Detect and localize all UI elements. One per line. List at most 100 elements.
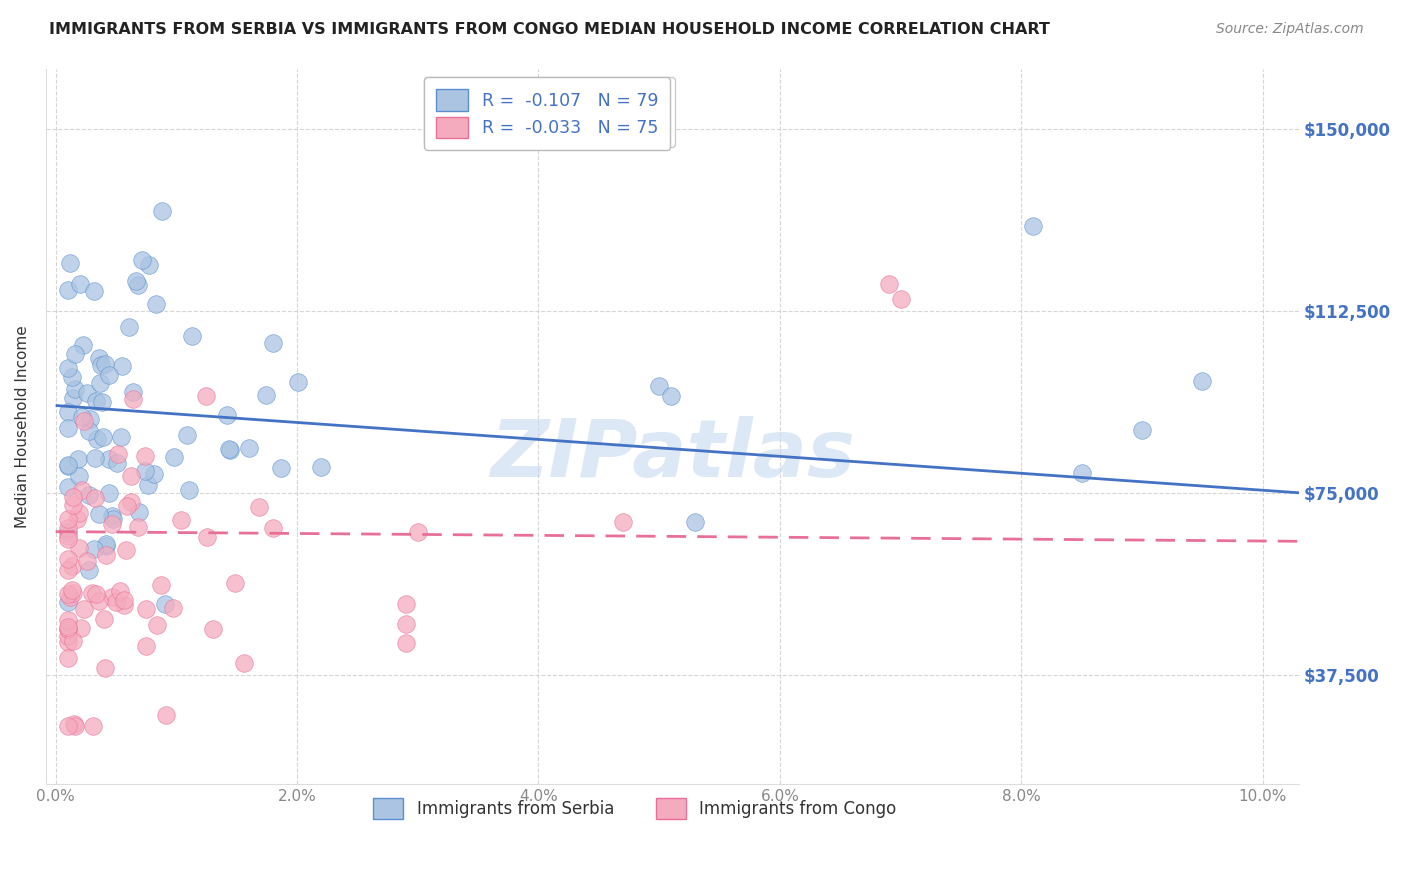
Text: Source: ZipAtlas.com: Source: ZipAtlas.com [1216, 22, 1364, 37]
Point [195, 530, 218, 544]
Point [56, 458, 79, 473]
Point [79, 424, 101, 438]
Text: ZIPatlas: ZIPatlas [491, 416, 855, 494]
Point [135, 640, 157, 654]
Point [247, 500, 270, 514]
Point [59, 256, 82, 270]
Point [62, 391, 84, 405]
Point [262, 521, 284, 535]
Point [98, 485, 121, 500]
Point [659, 389, 682, 403]
Point [270, 460, 292, 475]
Point [135, 602, 157, 616]
Point [112, 592, 135, 607]
Point [56, 629, 79, 643]
Point [114, 543, 136, 558]
Point [62, 499, 84, 513]
Point [201, 622, 224, 636]
Point [177, 483, 200, 497]
Point [648, 379, 671, 393]
Point [1022, 219, 1045, 233]
Point [162, 450, 184, 465]
Point [100, 517, 122, 532]
Text: IMMIGRANTS FROM SERBIA VS IMMIGRANTS FROM CONGO MEDIAN HOUSEHOLD INCOME CORRELAT: IMMIGRANTS FROM SERBIA VS IMMIGRANTS FRO… [49, 22, 1050, 37]
Point [150, 203, 173, 218]
Point [122, 384, 145, 399]
Point [94, 537, 117, 551]
Point [66, 512, 89, 526]
Point [155, 597, 177, 611]
Point [83, 542, 105, 557]
Point [155, 708, 177, 723]
Point [195, 389, 218, 403]
Point [56, 623, 79, 637]
Point [162, 600, 184, 615]
Point [134, 449, 156, 463]
Point [56, 420, 79, 434]
Point [56, 635, 79, 649]
Point [93, 612, 115, 626]
Point [56, 620, 79, 634]
Point [67, 506, 90, 520]
Point [103, 512, 125, 526]
Point [56, 521, 79, 535]
Point [136, 478, 159, 492]
Point [60, 558, 83, 573]
Point [120, 468, 142, 483]
Point [117, 320, 139, 334]
Point [98, 368, 121, 382]
Point [1130, 423, 1153, 437]
Point [395, 597, 418, 611]
Point [93, 357, 115, 371]
Point [90, 358, 112, 372]
Point [287, 376, 309, 390]
Point [67, 451, 90, 466]
Point [56, 405, 79, 419]
Point [93, 661, 115, 675]
Point [56, 622, 79, 636]
Point [56, 480, 79, 494]
Point [100, 509, 122, 524]
Point [72, 338, 94, 352]
Point [131, 253, 153, 268]
Point [134, 464, 156, 478]
Point [146, 618, 169, 632]
Point [79, 412, 101, 426]
Point [262, 336, 284, 351]
Point [149, 577, 172, 591]
Point [89, 507, 111, 521]
Point [104, 594, 127, 608]
Point [73, 601, 96, 615]
Point [67, 541, 90, 556]
Y-axis label: Median Household Income: Median Household Income [15, 325, 30, 527]
Point [77, 488, 100, 502]
Point [63, 383, 86, 397]
Point [72, 410, 94, 425]
Point [56, 529, 79, 543]
Point [76, 554, 98, 568]
Point [122, 392, 145, 407]
Point [142, 467, 165, 482]
Point [56, 587, 79, 601]
Point [56, 512, 79, 526]
Point [84, 450, 107, 465]
Point [60, 369, 83, 384]
Point [1070, 467, 1092, 481]
Point [73, 414, 96, 428]
Point [217, 408, 239, 422]
Point [70, 621, 93, 635]
Point [76, 386, 98, 401]
Point [395, 616, 418, 631]
Point [56, 651, 79, 665]
Point [82, 586, 104, 600]
Point [62, 586, 84, 600]
Point [254, 387, 277, 401]
Point [112, 598, 135, 612]
Point [309, 459, 332, 474]
Point [108, 584, 131, 599]
Point [612, 515, 634, 529]
Point [111, 359, 134, 374]
Point [59, 590, 82, 604]
Point [60, 582, 83, 597]
Point [98, 451, 121, 466]
